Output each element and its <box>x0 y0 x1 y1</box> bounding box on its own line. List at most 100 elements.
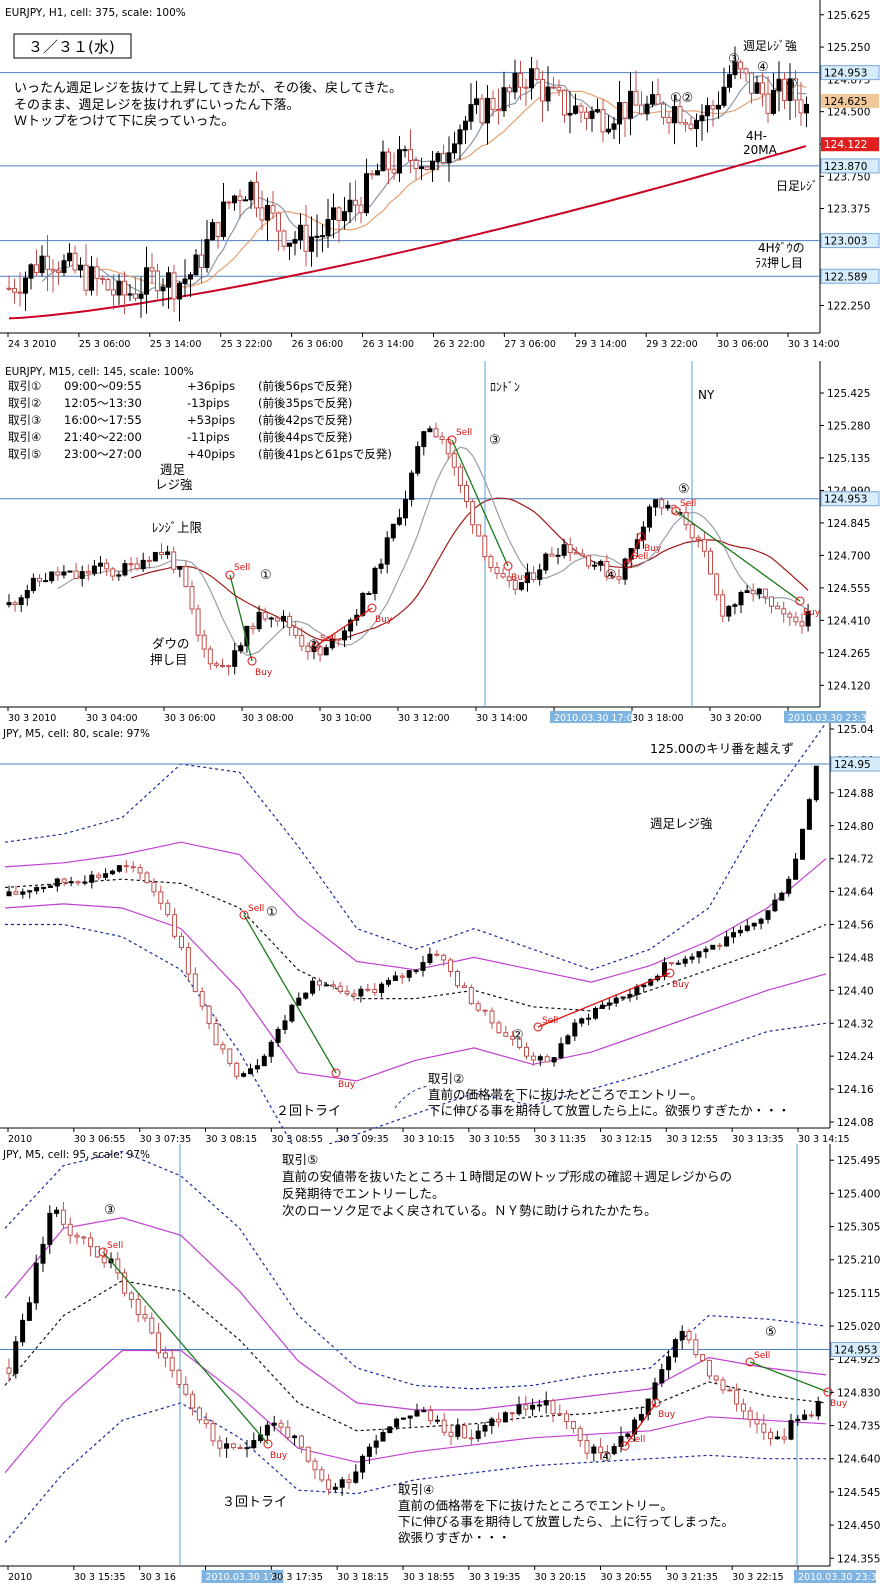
bull-candle <box>380 1432 386 1442</box>
bear-candle <box>708 550 713 575</box>
time-tick-label: 2010 <box>8 1134 32 1144</box>
bear-candle <box>50 268 56 272</box>
bear-candle <box>616 576 622 580</box>
bull-candle <box>638 1414 644 1421</box>
bear-candle <box>793 78 798 101</box>
bear-candle <box>12 288 17 293</box>
bear-candle <box>6 287 12 290</box>
bear-candle <box>551 86 556 89</box>
bear-candle <box>210 1423 216 1442</box>
marker-4: ④ <box>605 568 617 583</box>
bear-candle <box>183 1383 189 1395</box>
marker-3: ③ <box>728 52 740 67</box>
time-tick-label: 30 3 10:15 <box>403 1134 455 1144</box>
bear-candle <box>17 291 23 294</box>
entry-marker <box>311 641 321 651</box>
bear-candle <box>489 1010 495 1024</box>
time-tick-label: 30 3 13:35 <box>732 1134 784 1144</box>
bull-candle <box>61 571 67 576</box>
bull-candle <box>20 891 26 895</box>
bull-candle <box>325 219 331 237</box>
bull-candle <box>310 980 316 994</box>
trade-1-note: (前後56psで反発) <box>258 379 352 393</box>
bull-candle <box>696 951 702 958</box>
crosshair-time-tag <box>784 711 866 723</box>
bull-candle <box>68 881 74 884</box>
bear-candle <box>578 105 584 113</box>
bear-candle <box>262 611 268 620</box>
bull-candle <box>232 195 237 204</box>
time-tick-label: 30 3 10:00 <box>320 713 372 723</box>
bull-candle <box>364 173 369 214</box>
entry-marker <box>447 435 457 445</box>
bull-candle <box>804 103 809 114</box>
bear-candle <box>639 104 644 115</box>
trade-4-line-2: 下に伸びる事を期待して放置したら、上に行ってしまった。 <box>398 1514 734 1529</box>
bull-candle <box>165 551 171 555</box>
bull-candle <box>40 1243 46 1264</box>
bear-candle <box>540 78 545 102</box>
trade-4-line-3: 欲張りすぎか・・・ <box>398 1530 511 1545</box>
time-tick-label: 30 3 20:55 <box>601 1572 653 1583</box>
bear-candle <box>549 553 555 557</box>
long-ma-line <box>8 145 807 320</box>
bear-candle <box>369 173 375 176</box>
level-price-tag <box>820 268 880 284</box>
bull-candle <box>89 874 95 883</box>
bull-candle <box>47 1212 53 1245</box>
bull-candle <box>659 1369 665 1384</box>
bear-candle <box>577 1427 583 1441</box>
bull-candle <box>787 78 793 101</box>
price-tick-label: 124.32 <box>837 1018 874 1030</box>
bear-candle <box>439 436 445 440</box>
price-tick-label: 124.450 <box>837 1520 880 1532</box>
bull-candle <box>672 1339 678 1358</box>
bull-candle <box>512 72 518 93</box>
time-tick-label: 30 3 14:00 <box>788 339 840 350</box>
bear-candle <box>128 563 134 566</box>
bull-candle <box>555 554 561 557</box>
bull-candle <box>98 562 103 567</box>
bear-candle <box>130 866 136 869</box>
middle-band <box>4 878 827 1012</box>
bear-candle <box>556 86 562 91</box>
bear-candle <box>365 988 371 991</box>
bear-candle <box>749 72 754 94</box>
bull-candle <box>558 1043 564 1059</box>
bear-candle <box>293 626 299 636</box>
sell-label: Sell <box>234 563 250 573</box>
bull-candle <box>271 1422 277 1426</box>
bear-candle <box>584 1439 590 1454</box>
chart-header: EURJPY, H1, cell: 375, scale: 100% <box>5 7 186 19</box>
price-tick-label: 124.410 <box>827 615 870 627</box>
trade-4-note: (前後44psで反発) <box>258 430 352 444</box>
bull-candle <box>387 1426 393 1434</box>
bull-candle <box>421 431 427 448</box>
trade-2-line-1: 直前の価格帯を下に抜けたところでエントリー。 <box>428 1087 703 1102</box>
bear-candle <box>83 264 89 291</box>
bull-candle <box>89 266 94 291</box>
bear-candle <box>128 1292 134 1300</box>
bull-candle <box>530 1404 536 1410</box>
price-tick-label: 124.355 <box>837 1553 880 1565</box>
level-price-label: 124.953 <box>824 68 867 80</box>
label-resistance-strong: レジ強 <box>155 477 193 492</box>
bull-candle <box>18 597 24 605</box>
marker-1: ① <box>266 905 278 920</box>
bull-candle <box>786 878 792 894</box>
inner-upper-band <box>4 841 827 983</box>
bear-candle <box>567 544 573 554</box>
bull-candle <box>665 504 671 509</box>
bear-candle <box>455 970 460 987</box>
marker-1: ① <box>260 568 272 583</box>
sell-label: Sell <box>456 428 472 438</box>
note-line-2: そのまま、週足レジを抜けれずにいったん下落。 <box>14 97 299 113</box>
bear-candle <box>793 616 799 623</box>
level-price-label: 122.589 <box>824 271 867 283</box>
bear-candle <box>808 1414 814 1417</box>
bear-candle <box>220 1044 226 1050</box>
trade-4-line-1: 直前の価格帯を下に抜けたところでエントリー。 <box>398 1498 673 1513</box>
price-tick-label: 124.640 <box>837 1454 880 1466</box>
time-tick-label: 30 3 08:55 <box>271 1134 323 1144</box>
bear-candle <box>424 166 430 170</box>
